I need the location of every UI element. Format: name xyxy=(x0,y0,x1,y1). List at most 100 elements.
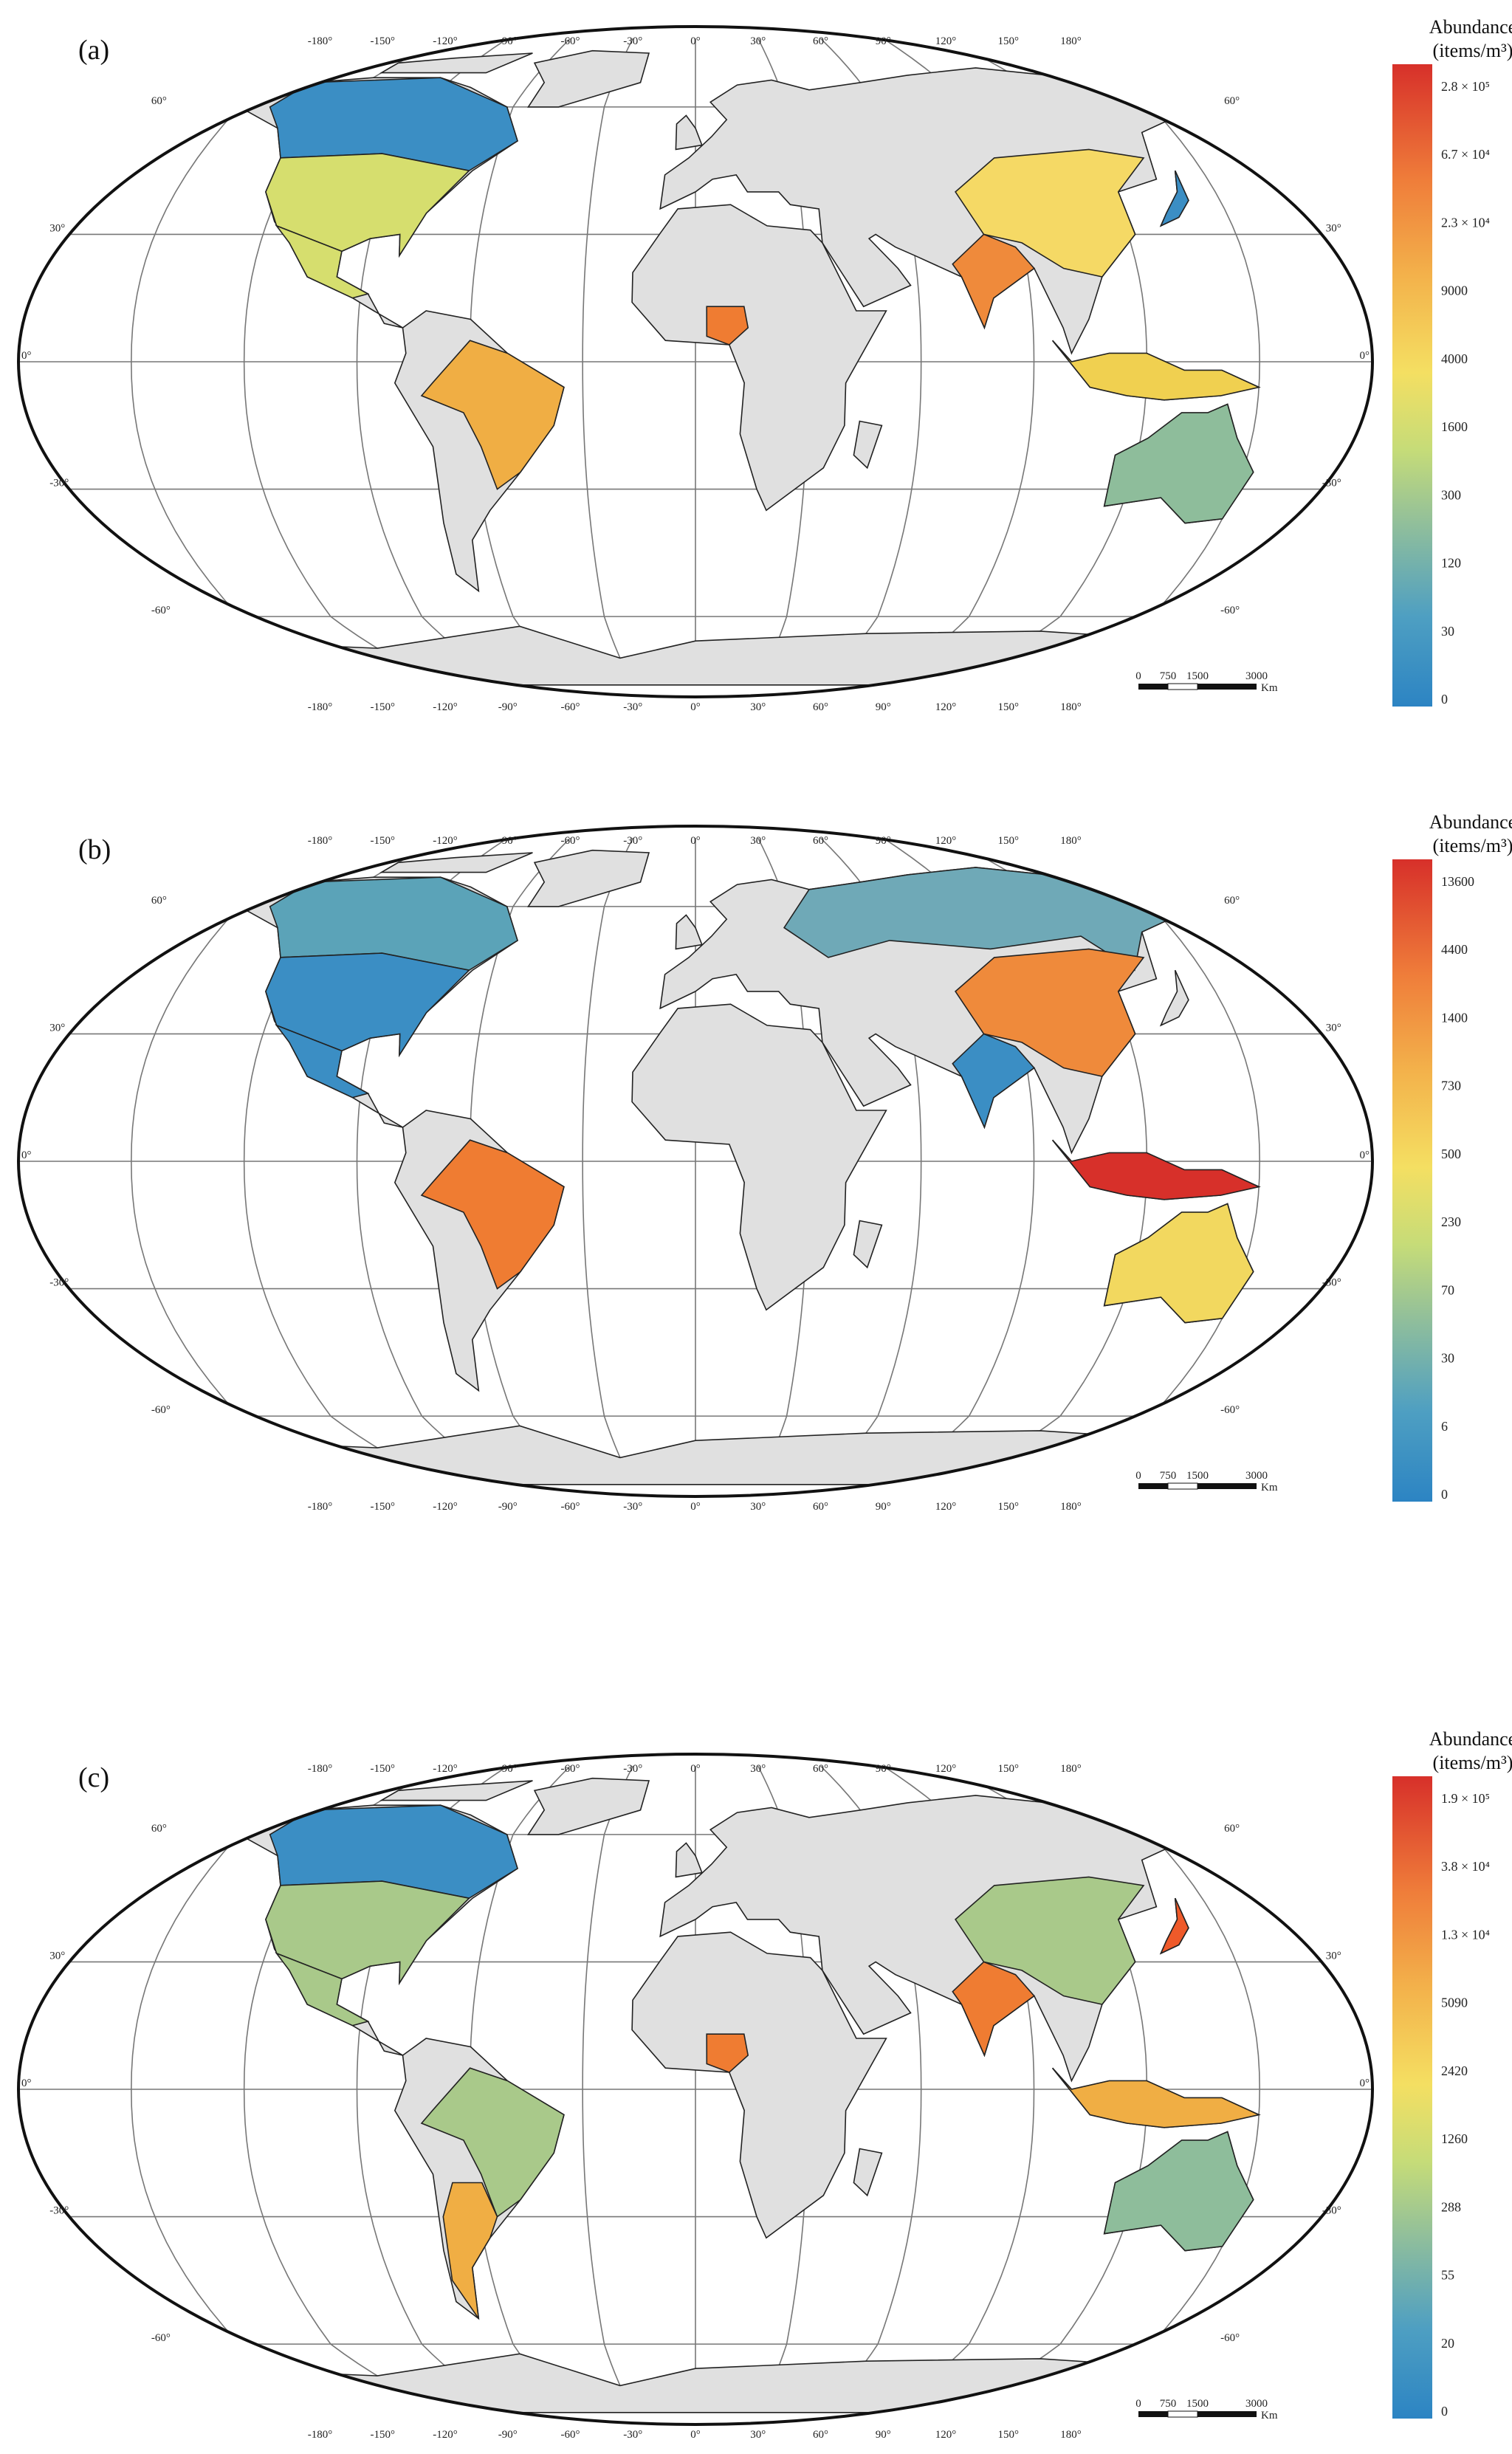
latitude-label: -30° xyxy=(1322,2205,1341,2217)
latitude-label: -30° xyxy=(49,478,69,489)
meridian xyxy=(582,1765,633,2413)
longitude-label: 180° xyxy=(1060,701,1082,713)
scale-label: 0 xyxy=(1135,670,1141,682)
legend-tick-label: 1400 xyxy=(1441,1010,1468,1025)
map-frame xyxy=(17,1753,1374,2426)
longitude-label: 180° xyxy=(1060,1763,1082,1775)
longitude-label: -90° xyxy=(498,1501,518,1513)
country xyxy=(265,153,471,258)
legend-tick-label: 2.8 × 10⁵ xyxy=(1441,79,1490,94)
longitude-label: -60° xyxy=(560,1501,580,1513)
longitude-label: -120° xyxy=(433,1763,458,1775)
longitude-label: -180° xyxy=(308,2429,333,2441)
scale-label: 0 xyxy=(1135,1470,1141,1482)
country xyxy=(420,2067,565,2218)
country xyxy=(275,1952,370,2027)
legend-unit: (items/m³) xyxy=(1433,40,1512,61)
longitude-label: -30° xyxy=(623,2429,642,2441)
legend-tick-label: 70 xyxy=(1441,1282,1454,1297)
longitude-label: 150° xyxy=(998,701,1020,713)
landmass xyxy=(631,1003,887,1311)
latitude-label: 30° xyxy=(49,1950,65,1962)
longitude-label: -180° xyxy=(308,1763,333,1775)
legend-tick-label: 3.8 × 10⁴ xyxy=(1441,1859,1490,1874)
country xyxy=(952,1033,1035,1130)
scale-bar xyxy=(1138,2411,1168,2417)
longitude-label: 0° xyxy=(690,2429,701,2441)
scale-bar xyxy=(1197,684,1257,690)
longitude-label: -90° xyxy=(498,2429,518,2441)
longitude-label: 60° xyxy=(813,2429,828,2441)
latitude-label: 60° xyxy=(151,95,167,107)
longitude-label: 0° xyxy=(690,835,701,847)
legend-tick-label: 5090 xyxy=(1441,1996,1468,2010)
map-body xyxy=(18,27,1372,697)
scale-label: 3000 xyxy=(1245,670,1268,682)
longitude-label: 90° xyxy=(876,2429,891,2441)
latitude-label: -30° xyxy=(49,2205,69,2217)
longitude-label: 60° xyxy=(813,1763,828,1775)
legend-tick-label: 230 xyxy=(1441,1214,1461,1229)
landmass xyxy=(659,1795,1214,2083)
legend-tick-label: 6 xyxy=(1441,1419,1448,1434)
legend-unit: (items/m³) xyxy=(1433,835,1512,856)
latitude-label: 60° xyxy=(1224,95,1240,107)
longitude-label: 30° xyxy=(750,835,766,847)
legend-tick-label: 55 xyxy=(1441,2268,1454,2283)
scale-unit: Km xyxy=(1261,1482,1278,1494)
country xyxy=(1159,170,1189,227)
landmass xyxy=(379,852,533,873)
longitude-label: -60° xyxy=(560,35,580,47)
legend-title: Abundance xyxy=(1429,16,1512,38)
scale-label: 0 xyxy=(1135,2398,1141,2410)
legend-tick-label: 300 xyxy=(1441,487,1461,502)
landmass xyxy=(527,849,650,907)
longitude-label: -90° xyxy=(498,1763,518,1775)
latitude-label: -60° xyxy=(1220,2332,1240,2344)
longitude-label: 150° xyxy=(998,1763,1020,1775)
longitude-label: 180° xyxy=(1060,1501,1082,1513)
scale-label: 750 xyxy=(1160,670,1177,682)
landmass xyxy=(853,1220,883,1269)
longitude-label: -60° xyxy=(560,701,580,713)
legend-tick-label: 9000 xyxy=(1441,283,1468,298)
country xyxy=(420,1139,565,1290)
legend-tick-label: 2.3 × 10⁴ xyxy=(1441,215,1490,230)
longitude-label: -150° xyxy=(370,35,395,47)
latitude-label: 30° xyxy=(49,222,65,234)
legend-tick-label: 2420 xyxy=(1441,2063,1468,2078)
country xyxy=(265,1880,471,1986)
legend-tick-label: 6.7 × 10⁴ xyxy=(1441,147,1490,162)
longitude-label: 30° xyxy=(750,2429,766,2441)
landmass xyxy=(853,420,883,470)
country xyxy=(1159,1897,1189,1955)
legend-tick-label: 1600 xyxy=(1441,419,1468,434)
legend-unit: (items/m³) xyxy=(1433,1752,1512,1773)
scale-bar xyxy=(1138,1483,1168,1489)
longitude-label: 120° xyxy=(935,835,957,847)
longitude-label: 90° xyxy=(876,835,891,847)
longitude-label: 30° xyxy=(750,1763,766,1775)
landmass xyxy=(631,1931,887,2239)
country xyxy=(706,306,749,346)
country xyxy=(1103,1203,1254,1324)
landmass xyxy=(1159,969,1189,1027)
latitude-label: 30° xyxy=(49,1022,65,1034)
longitude-label: -60° xyxy=(560,1763,580,1775)
landmass xyxy=(527,49,650,108)
legend-tick-label: 4000 xyxy=(1441,351,1468,366)
map-panel: -180° -180° -150° -150° -120° -120° -90° -90° -6… xyxy=(17,16,1512,713)
landmass xyxy=(675,914,703,950)
scale-label: 1500 xyxy=(1186,2398,1209,2410)
panel-label: (a) xyxy=(78,35,109,66)
longitude-label: -180° xyxy=(308,835,333,847)
longitude-label: 180° xyxy=(1060,35,1082,47)
latitude-label: 0° xyxy=(21,2077,32,2089)
longitude-label: -120° xyxy=(433,701,458,713)
landmass xyxy=(200,1425,1191,1485)
longitude-label: 0° xyxy=(690,1763,701,1775)
color-ramp xyxy=(1392,1776,1432,2419)
legend-tick-label: 1260 xyxy=(1441,2131,1468,2146)
scale-label: 750 xyxy=(1160,2398,1177,2410)
